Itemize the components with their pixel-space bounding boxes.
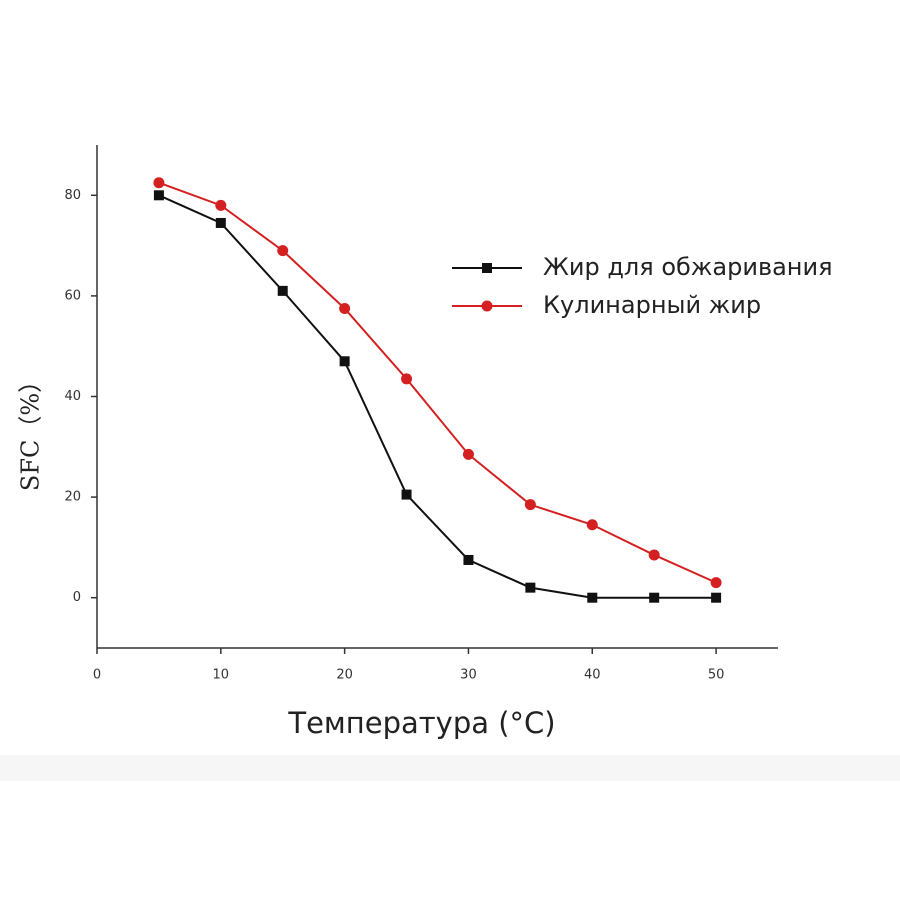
point <box>710 577 722 589</box>
x-tick-label: 20 <box>336 668 353 683</box>
point <box>524 499 536 511</box>
y-tick-label: 60 <box>64 288 81 303</box>
y-tick-label: 0 <box>73 590 81 605</box>
x-tick-label: 30 <box>460 668 477 683</box>
x-tick-label: 0 <box>93 668 101 683</box>
y-tick-label: 40 <box>64 389 81 404</box>
point <box>587 592 598 603</box>
point <box>277 285 288 296</box>
x-tick-label: 40 <box>584 668 601 683</box>
point <box>401 489 412 500</box>
point <box>401 373 413 385</box>
point <box>339 356 350 367</box>
legend-marker <box>482 263 492 273</box>
legend-marker <box>481 300 493 312</box>
x-tick-label: 10 <box>213 668 230 683</box>
point <box>711 592 722 603</box>
point <box>586 519 598 531</box>
point <box>339 302 351 314</box>
point <box>277 245 289 257</box>
point <box>463 554 474 565</box>
legend-label: Жир для обжаривания <box>543 253 833 281</box>
y-tick-label: 20 <box>64 490 81 505</box>
point <box>648 549 660 561</box>
point <box>215 199 227 211</box>
legend-label: Кулинарный жир <box>543 291 761 319</box>
x-tick-label: 50 <box>708 668 725 683</box>
point <box>462 448 474 460</box>
point <box>215 217 226 228</box>
point <box>153 190 164 201</box>
point <box>525 582 536 593</box>
y-tick-label: 80 <box>64 188 81 203</box>
footer-band <box>0 755 900 781</box>
y-axis-label: SFC（%） <box>17 369 45 491</box>
series-line <box>158 194 717 599</box>
x-axis-label: Температура (°C) <box>287 706 555 740</box>
series-line <box>158 181 717 584</box>
point <box>649 592 660 603</box>
point <box>153 177 165 189</box>
